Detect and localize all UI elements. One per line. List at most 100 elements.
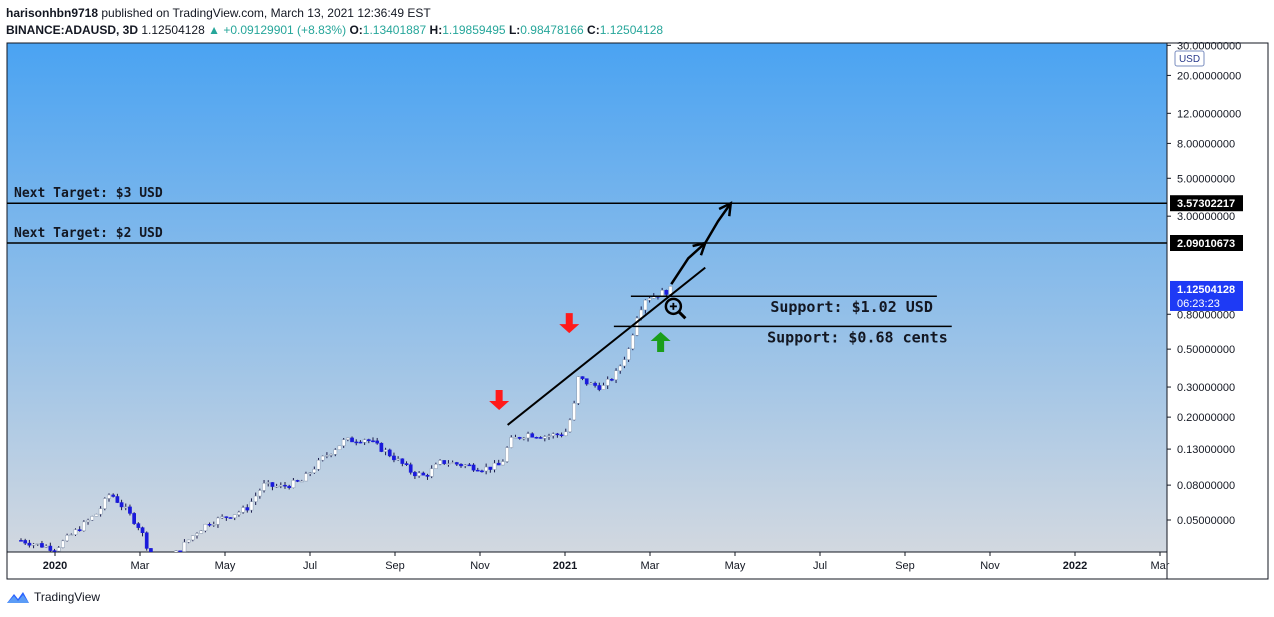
candle-down: [295, 480, 300, 482]
candle-up: [73, 529, 78, 535]
candle-down: [119, 502, 124, 508]
candle-down: [538, 437, 543, 439]
x-tick-label: Mar: [1151, 560, 1170, 572]
ohlc-legend: BINANCE:ADAUSD, 3D 1.12504128 ▲ +0.09129…: [6, 22, 663, 39]
price-axis[interactable]: [1166, 42, 1269, 580]
countdown-label: 06:23:23: [1177, 298, 1220, 310]
candle-up: [325, 455, 329, 457]
candle-up: [316, 459, 321, 470]
candle-up: [216, 517, 220, 525]
candle-up: [278, 484, 283, 487]
candle-up: [362, 439, 367, 443]
candle-up: [123, 506, 128, 509]
author-name[interactable]: harisonhbn9718: [6, 6, 99, 20]
target-price-tag: [1170, 235, 1243, 251]
candle-up: [333, 449, 338, 455]
candle-down: [408, 464, 413, 473]
candle-up: [90, 516, 95, 521]
candle-up: [190, 535, 195, 541]
candle-down: [392, 455, 396, 461]
candle-down: [48, 545, 53, 551]
candle-down: [400, 458, 405, 464]
candle-down: [207, 523, 212, 526]
y-tick-label: 12.00000000: [1177, 108, 1241, 120]
candle-up: [308, 472, 312, 475]
x-tick-label: Jul: [813, 560, 827, 572]
candle-down: [664, 290, 669, 295]
candle-up: [563, 431, 568, 436]
y-tick-label: 0.08000000: [1177, 480, 1235, 492]
candle-down: [387, 449, 392, 457]
candle-up: [237, 511, 241, 515]
candle-up: [249, 501, 254, 511]
projection-arrowhead: [718, 201, 733, 217]
candle-up: [526, 433, 530, 439]
x-tick-label: 2021: [553, 560, 577, 572]
candle-up: [102, 498, 107, 509]
candle-down: [471, 464, 476, 471]
candle-down: [224, 516, 229, 518]
chart-header: harisonhbn9718 published on TradingView.…: [6, 5, 663, 39]
y-tick-label: 0.80000000: [1177, 309, 1235, 321]
candle-down: [270, 482, 275, 487]
candle-up: [547, 435, 551, 437]
candle-down: [475, 469, 480, 472]
candle-down: [228, 517, 233, 519]
candle-up: [329, 454, 333, 456]
candle-down: [149, 548, 153, 552]
candle-up: [341, 439, 346, 447]
candle-up: [232, 514, 237, 519]
candle-up: [614, 370, 618, 380]
candle-up: [429, 468, 434, 477]
x-tick-label: 2020: [43, 560, 67, 572]
candle-up: [86, 519, 90, 523]
candle-up: [174, 550, 178, 552]
down-arrow-icon: [559, 313, 580, 334]
x-tick-label: Sep: [385, 560, 405, 572]
candle-up: [576, 376, 581, 404]
candle-down: [467, 464, 472, 467]
candle-down: [584, 378, 589, 385]
x-tick-label: Nov: [470, 560, 490, 572]
candle-down: [354, 441, 359, 444]
x-tick-label: Sep: [895, 560, 915, 572]
price-axis-labels: 30.00000000 20.00000000 12.00000000 8.00000…: [1167, 40, 1243, 527]
candle-up: [513, 437, 518, 439]
candle-up: [65, 535, 69, 542]
candle-up: [107, 494, 111, 499]
candle-up: [69, 534, 74, 536]
candle-up: [44, 545, 48, 548]
close-label: C:: [587, 23, 600, 37]
candle-down: [610, 379, 614, 381]
target-price-tag-label: 2.09010673: [1177, 238, 1235, 250]
candle-down: [454, 462, 459, 465]
candle-down: [442, 460, 447, 464]
candle-up: [522, 437, 526, 440]
support-label: Support: $1.02 USD: [770, 298, 933, 316]
target-label: Next Target: $2 USD: [14, 226, 163, 241]
tradingview-brand: TradingView: [34, 590, 101, 604]
candle-up: [182, 541, 187, 552]
candle-down: [555, 433, 560, 436]
annotations-group: Next Target: $3 USD Next Target: $2 USD Su…: [7, 186, 1167, 426]
last-price-tag-label: 1.12504128: [1177, 284, 1235, 296]
open-label: O:: [349, 23, 363, 37]
y-tick-label: 0.30000000: [1177, 382, 1235, 394]
candles-group: [19, 286, 673, 552]
low-value: 0.98478166: [520, 23, 584, 37]
candle-up: [568, 419, 572, 433]
time-axis-labels: 2020 Mar May Jul Sep Nov 2021 Mar May Jul Sep Nov 20…: [43, 552, 1170, 572]
open-value: 1.13401887: [362, 23, 427, 37]
candle-up: [312, 468, 317, 474]
x-tick-label: May: [215, 560, 236, 572]
candle-up: [626, 348, 631, 360]
symbol-label: BINANCE:ADAUSD, 3D: [6, 23, 139, 37]
footer-brand[interactable]: TradingView: [6, 590, 100, 604]
x-tick-label: Nov: [980, 560, 1000, 572]
plot-area[interactable]: [7, 43, 1167, 552]
candle-down: [52, 550, 57, 552]
candle-down: [375, 440, 380, 444]
candle-up: [501, 461, 505, 466]
candle-up: [299, 480, 304, 483]
